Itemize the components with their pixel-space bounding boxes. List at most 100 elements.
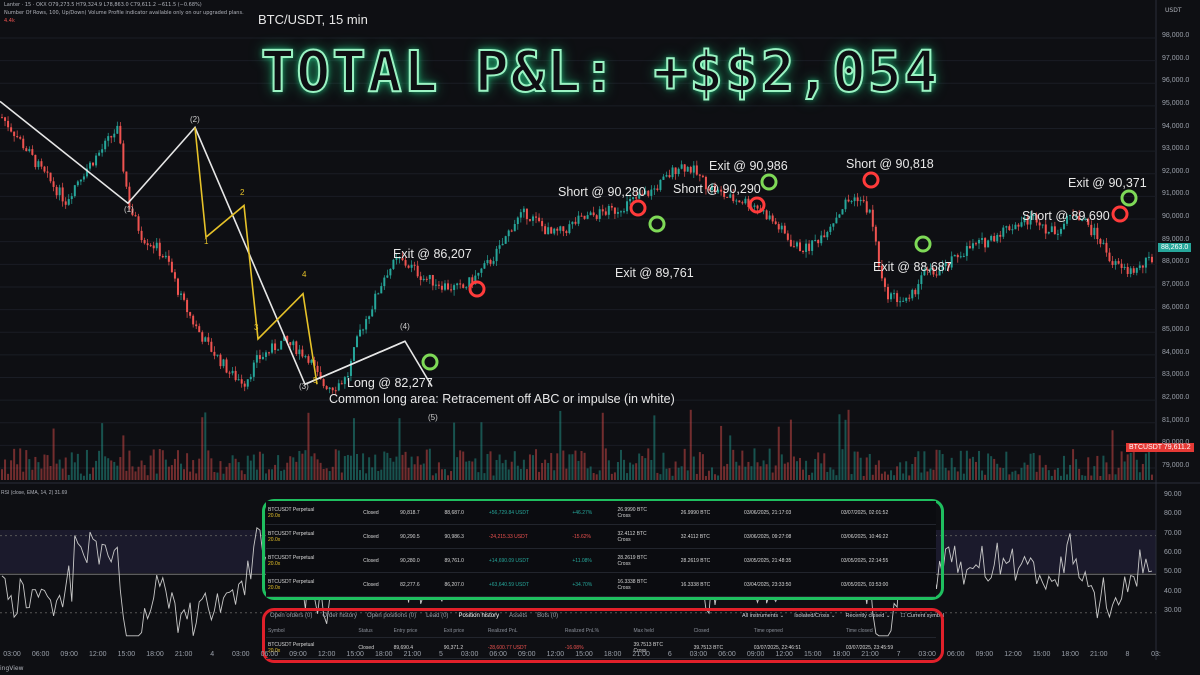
status-cell: Closed xyxy=(361,548,399,573)
volume-bar xyxy=(134,471,137,480)
volume-bar xyxy=(398,418,401,480)
candle-body xyxy=(783,225,786,234)
x-tick-label: 21:00 xyxy=(861,651,879,658)
volume-bar xyxy=(298,450,301,480)
candle-body xyxy=(292,341,295,346)
volume-bar xyxy=(838,414,841,480)
candle-body xyxy=(616,212,619,214)
table-row[interactable]: BTCUSDT Perpetual 20.0x Closed 90,280.0 89,7… xyxy=(266,548,936,573)
candle-body xyxy=(1126,266,1129,274)
volume-bar xyxy=(1014,470,1017,480)
volume-bar xyxy=(183,469,186,480)
filter-0[interactable]: All instruments ⌄ xyxy=(742,613,785,619)
wave-label: (4) xyxy=(400,322,410,331)
candle-body xyxy=(565,231,568,234)
candle-body xyxy=(28,149,31,152)
trade-marker-circle xyxy=(1120,189,1138,207)
candle-body xyxy=(34,154,37,168)
candle-body xyxy=(413,264,416,266)
tab-2[interactable]: Open positions (0) xyxy=(367,613,417,619)
candle-body xyxy=(431,274,434,286)
x-tick-label: 09:00 xyxy=(746,651,765,658)
volume-bar xyxy=(1075,459,1078,480)
filter-2[interactable]: Recently closed ⌄ xyxy=(845,613,891,619)
volume-bar xyxy=(79,473,82,480)
volume-bar xyxy=(616,462,619,480)
candle-body xyxy=(607,205,610,215)
closed-cell: 16.3338 BTC xyxy=(678,572,743,597)
candle-body xyxy=(346,375,349,378)
candle-body xyxy=(25,148,28,152)
candle-body xyxy=(701,175,704,177)
candle-body xyxy=(844,199,847,210)
table-row[interactable]: BTCUSDT Perpetual 20.0x Closed 82,277.6 86,2… xyxy=(266,572,936,597)
candle-body xyxy=(453,285,456,290)
candle-body xyxy=(798,242,801,251)
candle-body xyxy=(313,360,316,366)
volume-bar xyxy=(37,462,40,480)
volume-bar xyxy=(613,472,616,480)
header-cell: Realized PnL% xyxy=(562,625,632,638)
tab-5[interactable]: Assets xyxy=(509,613,528,619)
table-row[interactable]: BTCUSDT Perpetual 20.0x Closed 90,290.5 90,9… xyxy=(266,524,936,549)
x-tick-label: 06:00 xyxy=(260,651,279,658)
volume-bar xyxy=(926,471,929,480)
volume-bar xyxy=(386,452,389,480)
volume-bar xyxy=(356,453,359,480)
volume-bar xyxy=(349,455,352,480)
volume-bar xyxy=(522,459,525,480)
volume-bar xyxy=(1035,471,1038,480)
volume-bar xyxy=(528,454,531,480)
volume-bar xyxy=(1072,449,1075,480)
filter-1[interactable]: Isolated/Cross ⌄ xyxy=(794,613,836,619)
trade-marker-circle xyxy=(1111,205,1129,223)
candle-body xyxy=(583,215,586,219)
candle-body xyxy=(525,208,528,220)
ohlc-header: Lanter · 15 · OKX O79,273.5 H79,324.9 L7… xyxy=(4,2,202,8)
tab-6[interactable]: Bots (0) xyxy=(537,613,559,619)
volume-bar xyxy=(1096,455,1099,480)
candle-body xyxy=(668,175,671,178)
y-tick-label: 92,000.0 xyxy=(1162,167,1190,175)
filter-3[interactable]: ☐ Current symbol xyxy=(900,613,945,619)
time-opened-cell: 03/06/2025, 09:27:08 xyxy=(742,524,839,549)
candle-body xyxy=(1138,265,1141,268)
tab-1[interactable]: Order history xyxy=(322,613,358,619)
tab-4[interactable]: Position history xyxy=(458,613,500,619)
volume-bar xyxy=(192,460,195,480)
footer-brand: ingView xyxy=(0,665,24,672)
volume-bar xyxy=(686,470,689,480)
volume-bar xyxy=(322,468,325,480)
tab-3[interactable]: Lead (0) xyxy=(426,613,449,619)
volume-bar xyxy=(283,469,286,480)
candle-body xyxy=(653,188,656,190)
candle-body xyxy=(665,175,668,177)
volume-bar xyxy=(762,460,765,480)
table-row[interactable]: BTCUSDT Perpetual 20.0x Closed 90,818.7 88,6… xyxy=(266,501,936,525)
y-tick-label: 91,000.0 xyxy=(1162,190,1190,198)
candle-body xyxy=(495,248,498,262)
volume-bar xyxy=(850,474,853,480)
volume-bar xyxy=(462,451,465,480)
volume-bar xyxy=(978,450,981,480)
volume-bar xyxy=(632,464,635,480)
candle-body xyxy=(1044,224,1047,234)
volume-profile-note: Number Of Rows, 100, Up/Down) Volume Pro… xyxy=(4,10,244,16)
volume-bar xyxy=(7,473,10,480)
table-row[interactable]: BTCUSDT Perpetual 20.0x Closed 89,690.4 90,3… xyxy=(266,637,936,659)
tab-0[interactable]: Open orders (0) xyxy=(270,613,313,619)
volume-bar xyxy=(987,453,990,480)
candle-body xyxy=(1117,261,1120,264)
rsi-tick-label: 80.00 xyxy=(1164,510,1182,518)
candle-body xyxy=(213,351,216,356)
volume-bar xyxy=(468,460,471,480)
volume-bar xyxy=(116,465,119,480)
volume-bar xyxy=(531,455,534,480)
candle-body xyxy=(595,215,598,219)
volume-bar xyxy=(392,461,395,480)
currency-label[interactable]: USDT xyxy=(1165,7,1182,14)
volume-bar xyxy=(101,423,104,480)
trade-annotation: Exit @ 88,687 xyxy=(873,260,952,274)
volume-bar xyxy=(1017,474,1020,480)
closed-cell: 39.7513 BTC xyxy=(691,637,752,659)
